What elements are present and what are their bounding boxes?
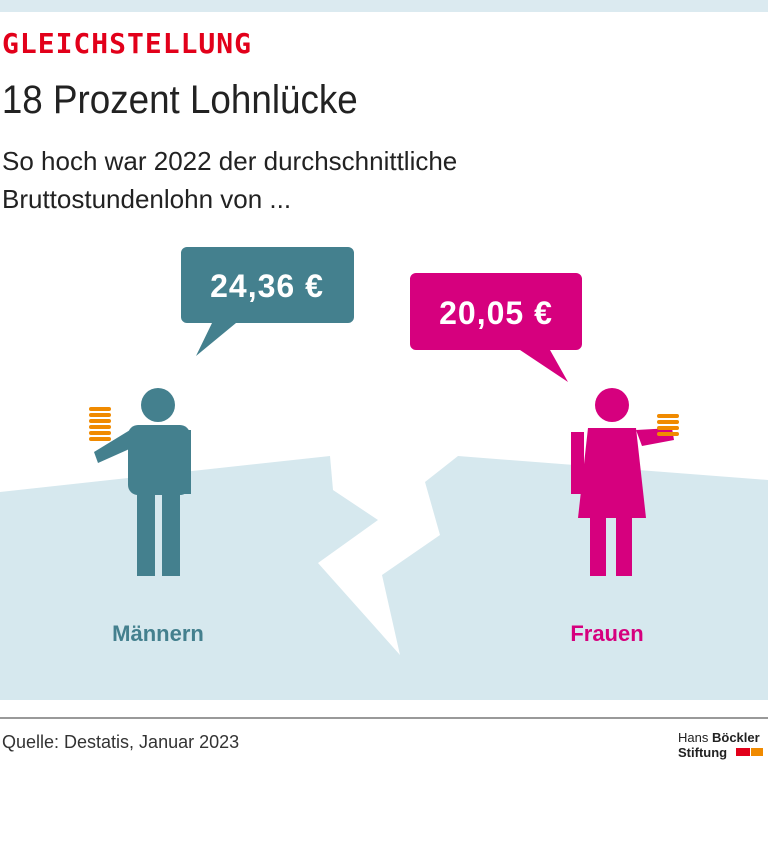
top-strip	[0, 0, 768, 12]
logo-mark	[736, 748, 750, 756]
subtitle-line: Bruttostundenlohn von ...	[2, 184, 291, 214]
wage-value: 20,05 €	[439, 295, 553, 331]
group-label: Männern	[112, 621, 204, 646]
coins	[89, 407, 111, 441]
coins	[657, 414, 679, 436]
logo-word: Stiftung	[678, 745, 727, 760]
crack	[318, 456, 458, 655]
subtitle-line: So hoch war 2022 der durchschnittliche	[2, 146, 457, 176]
logo-text: Hans Böckler	[678, 730, 760, 745]
ground	[0, 456, 768, 700]
source: Quelle: Destatis, Januar 2023	[2, 732, 239, 752]
speech-bubble	[181, 247, 354, 356]
kicker: GLEICHSTELLUNG	[2, 27, 252, 60]
woman-icon	[571, 388, 674, 576]
group-label: Frauen	[570, 621, 643, 646]
speech-bubble	[410, 273, 582, 382]
wage-value: 24,36 €	[210, 268, 324, 304]
man-icon	[94, 388, 191, 576]
logo-mark	[751, 748, 763, 756]
logo-word: Hans	[678, 730, 709, 745]
logo-word: Böckler	[712, 730, 760, 745]
title: 18 Prozent Lohnlücke	[2, 78, 358, 123]
